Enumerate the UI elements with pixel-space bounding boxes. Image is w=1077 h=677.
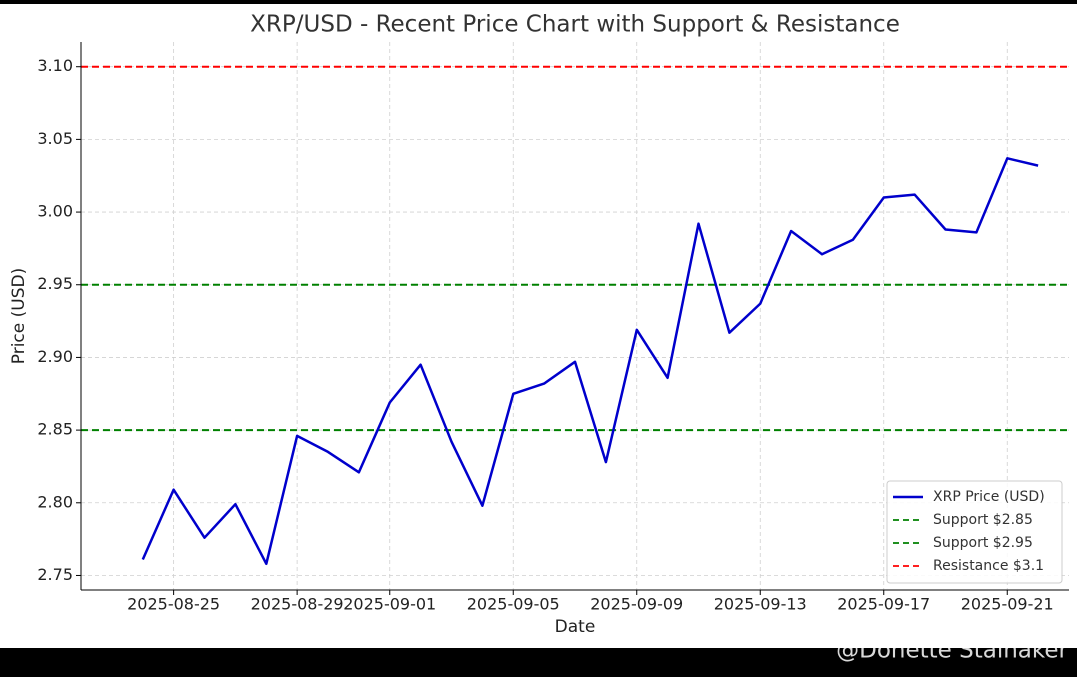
legend-label: Support $2.85 [933, 512, 1033, 528]
y-tick-label: 2.75 [37, 565, 73, 584]
chart-title: XRP/USD - Recent Price Chart with Suppor… [250, 12, 900, 38]
y-tick-label: 2.95 [37, 274, 73, 293]
x-axis-label: Date [555, 617, 596, 637]
y-tick-label: 3.05 [37, 129, 73, 148]
y-tick-label: 3.10 [37, 56, 73, 75]
y-tick-label: 2.80 [37, 492, 73, 511]
y-axis-label: Price (USD) [9, 268, 29, 364]
x-tick-label: 2025-08-25 [127, 595, 220, 614]
watermark: @Donette Stainaker [836, 638, 1068, 664]
legend-label: Resistance $3.1 [933, 558, 1044, 574]
x-tick-label: 2025-09-05 [467, 595, 560, 614]
x-tick-label: 2025-08-29 [251, 595, 344, 614]
x-tick-label: 2025-09-01 [343, 595, 436, 614]
bottom-bar [0, 648, 1077, 677]
x-tick-label: 2025-09-17 [837, 595, 930, 614]
price-line [141, 157, 1039, 566]
legend-label: XRP Price (USD) [933, 489, 1045, 505]
x-tick-label: 2025-09-09 [590, 595, 683, 614]
x-tick-label: 2025-09-13 [714, 595, 807, 614]
x-tick-label: 2025-09-21 [961, 595, 1054, 614]
legend-box [886, 480, 1063, 584]
legend-label: Support $2.95 [933, 535, 1033, 551]
y-tick-label: 2.85 [37, 420, 73, 439]
y-tick-label: 3.00 [37, 202, 73, 221]
top-bar [0, 0, 1077, 4]
y-tick-label: 2.90 [37, 347, 73, 366]
